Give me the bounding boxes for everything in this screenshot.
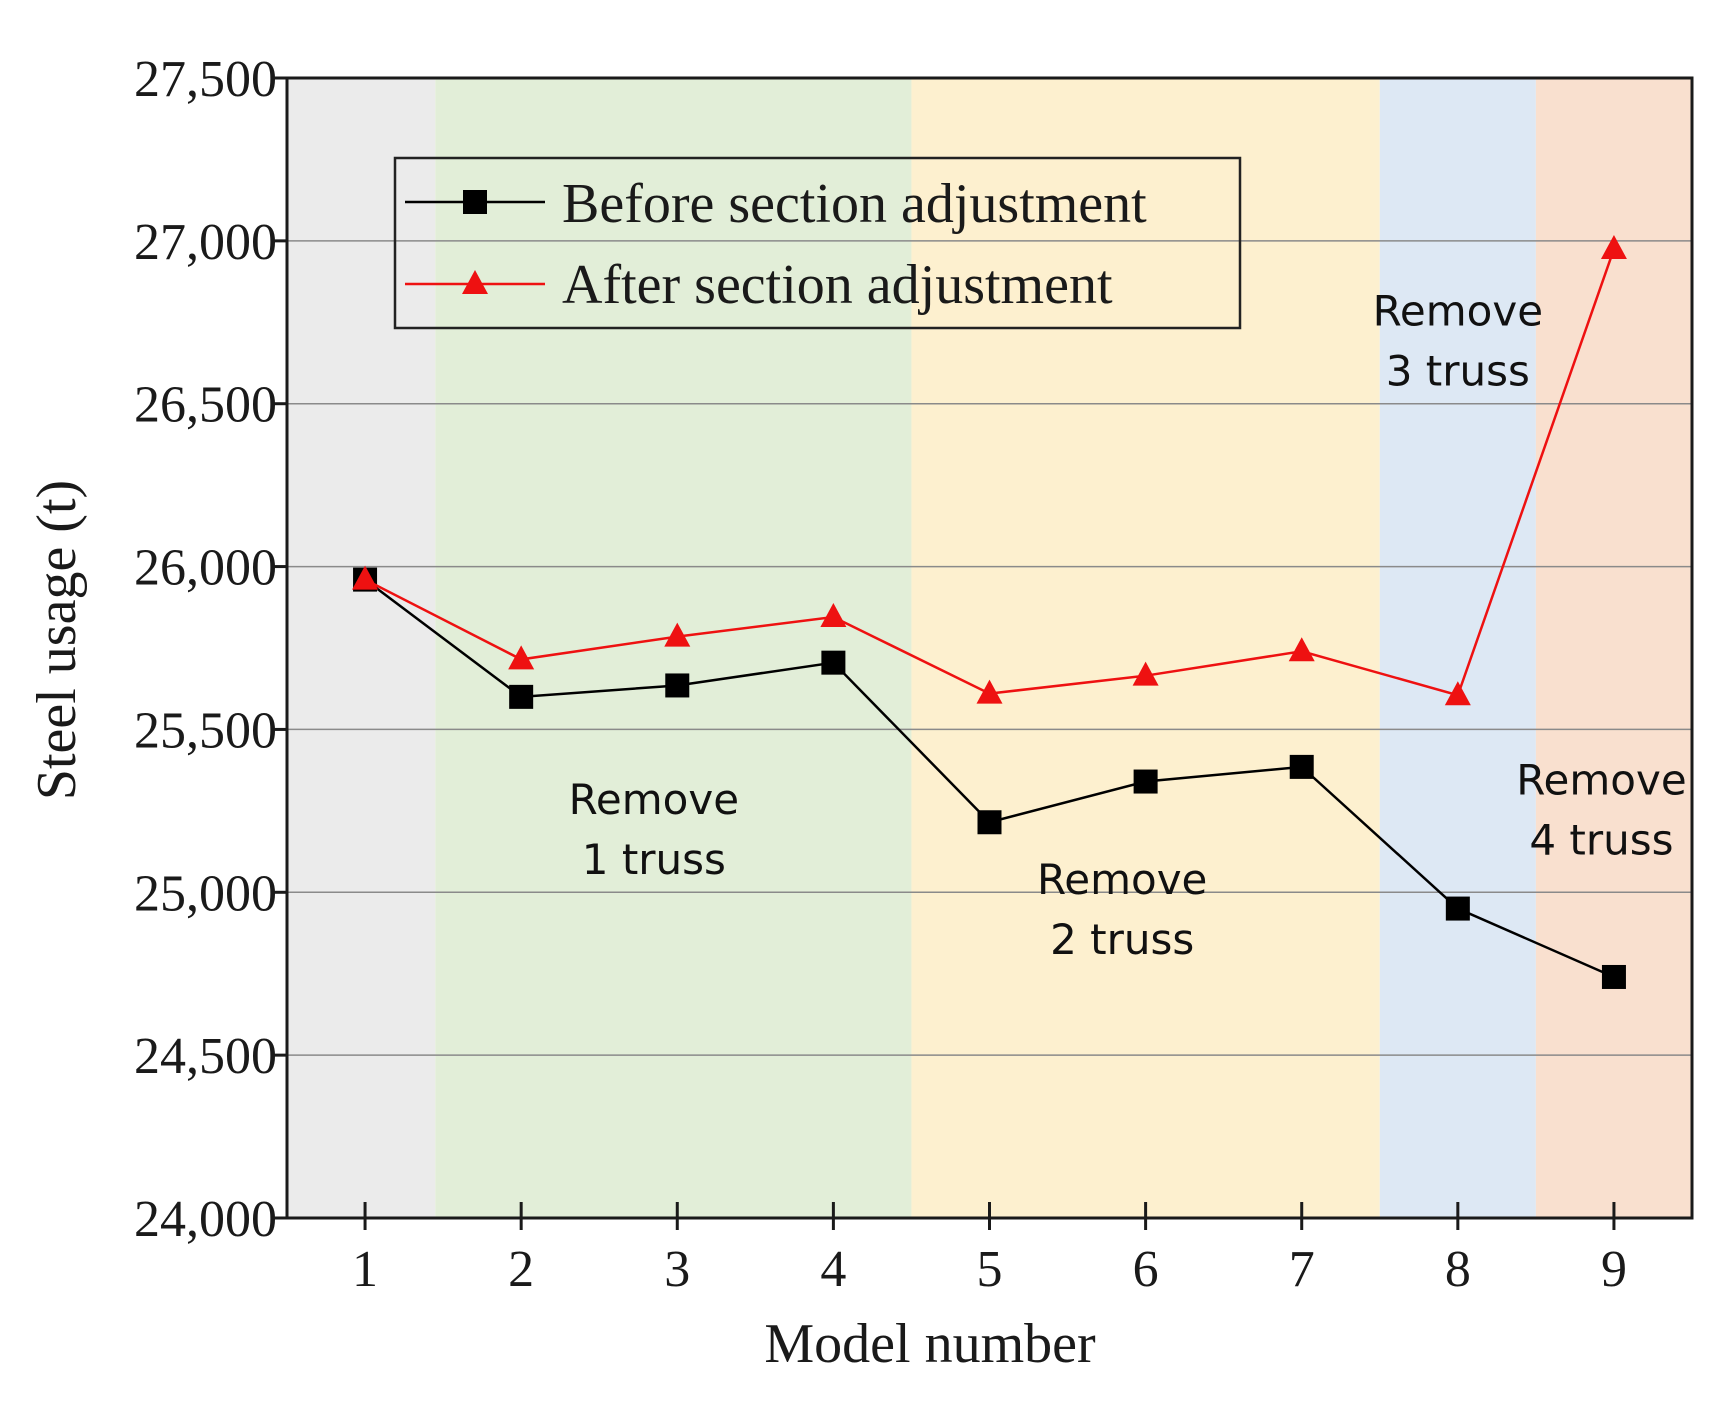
x-tick-label-6: 6	[1133, 1241, 1159, 1298]
series-1-point-7	[1289, 754, 1314, 779]
y-tick-label-2: 24,500	[134, 1028, 277, 1085]
y-tick-label-6: 26,500	[134, 377, 277, 434]
series-2-point-8	[1444, 681, 1471, 706]
region-3	[911, 78, 1380, 1218]
series-2-point-5	[976, 679, 1003, 704]
gridlines	[287, 240, 1692, 1056]
x-tick-label-4: 4	[820, 1241, 846, 1298]
x-tick-label-2: 2	[508, 1241, 534, 1298]
x-tick-label-9: 9	[1601, 1241, 1627, 1298]
region-4	[1379, 78, 1536, 1218]
series-2-point-4	[820, 603, 847, 628]
y-tick-label-7: 27,000	[134, 214, 277, 271]
y-tick-label-3: 25,000	[134, 865, 277, 922]
region-2	[435, 78, 912, 1218]
series-1-point-9	[1601, 964, 1626, 989]
series-1-point-8	[1445, 896, 1470, 921]
y-tick-label-5: 26,000	[134, 540, 277, 597]
x-tick-label-1: 1	[352, 1241, 378, 1298]
legend-box	[393, 156, 1242, 330]
series	[352, 235, 1627, 989]
region-5	[1535, 78, 1692, 1218]
x-tick-label-7: 7	[1289, 1241, 1315, 1298]
region-label-4-line-1: Remove	[1373, 287, 1543, 336]
series-1-point-6	[1133, 769, 1158, 794]
y-axis-title: Steel usage (t)	[26, 480, 88, 800]
series-2-point-3	[664, 622, 691, 647]
y-tick-label-4: 25,500	[134, 702, 277, 759]
series-1-point-5	[977, 810, 1002, 835]
legend: Before section adjustment After section …	[393, 156, 1242, 330]
legend-triangle-marker-icon	[462, 270, 488, 294]
region-label-5-line-1: Remove	[1516, 756, 1686, 805]
y-tick-label-8: 27,500	[134, 51, 277, 108]
series-1-point-3	[665, 673, 690, 698]
x-tick-label-3: 3	[664, 1241, 690, 1298]
region-label-2-line-1: Remove	[569, 775, 739, 824]
tick-labels: 24,000 24,500 25,000 25,500 26,000 26,500 27,0…	[134, 51, 1627, 1298]
series-2-point-7	[1288, 637, 1315, 662]
legend-square-marker-icon	[463, 190, 487, 214]
series-1-point-4	[821, 650, 846, 675]
y-tick-label-1: 24,000	[134, 1191, 277, 1248]
region-1	[287, 78, 436, 1218]
region-label-2-line-2: 1 truss	[582, 835, 726, 884]
region-label-3-line-1: Remove	[1037, 855, 1207, 904]
legend-label-after: After section adjustment	[562, 254, 1113, 316]
x-tick-label-5: 5	[977, 1241, 1003, 1298]
series-2-point-9	[1600, 235, 1627, 259]
region-label-3-line-2: 2 truss	[1050, 915, 1194, 964]
region-label-4-line-2: 3 truss	[1386, 347, 1530, 396]
region-labels: Remove 1 truss Remove 2 truss Remove 3 truss R…	[569, 287, 1687, 964]
x-axis-title: Model number	[764, 1313, 1096, 1375]
region-label-5-line-2: 4 truss	[1529, 816, 1673, 865]
series-1-point-2	[509, 684, 534, 709]
series-2-point-6	[1132, 661, 1159, 686]
axes	[273, 76, 1694, 1230]
x-tick-label-8: 8	[1445, 1241, 1471, 1298]
series-2-point-2	[508, 645, 535, 670]
legend-label-before: Before section adjustment	[562, 173, 1147, 235]
series-2-point-1	[352, 565, 379, 590]
